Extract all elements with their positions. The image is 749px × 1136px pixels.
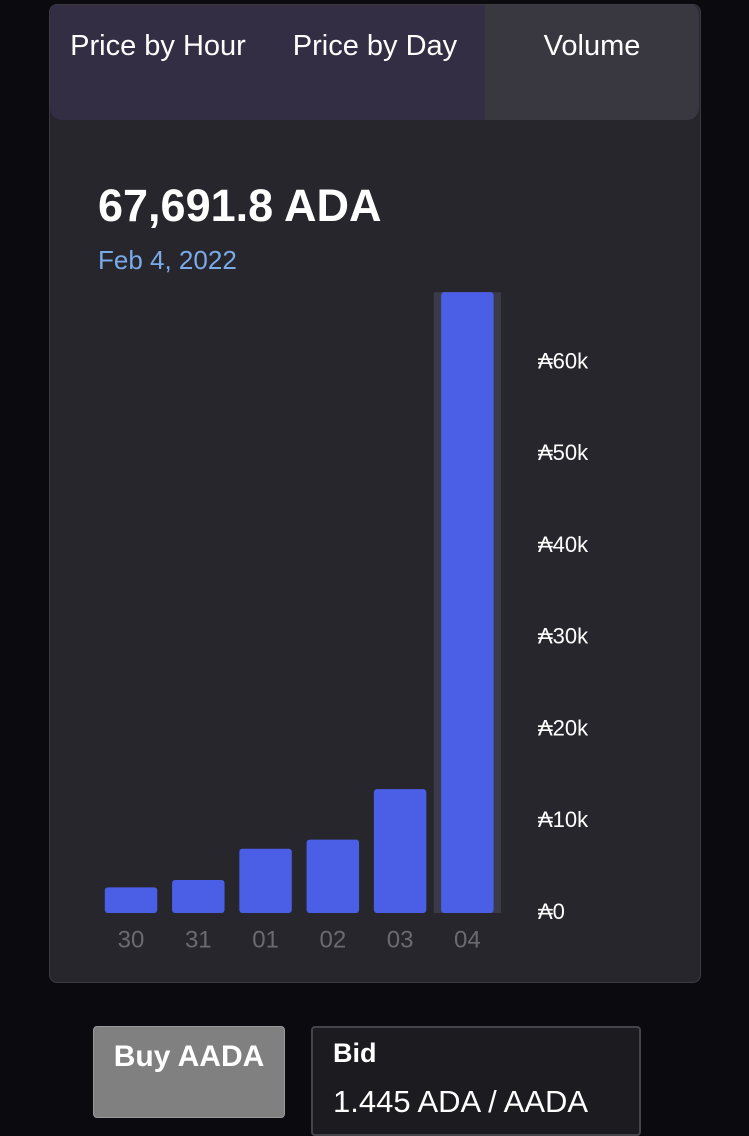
x-tick-label: 31 [185,926,212,953]
date: Feb 4, 2022 [98,245,237,275]
tab[interactable]: Price by Hour [70,30,246,62]
chart: ₳0 ₳10k ₳20k ₳30k ₳40k ₳50k ₳60k 30 31 01 02 03 04 [104,292,589,953]
x-tick-label: 01 [252,926,279,953]
y-tick-label: ₳10k [538,807,589,832]
y-tick-label: ₳40k [538,532,589,557]
bar [373,789,427,913]
tab-bar: Price by Hour Price by Day Volume [50,5,699,120]
bid-value: 1.445 ADA / AADA [333,1084,589,1119]
x-tick-label: 03 [387,926,414,953]
tab-selected[interactable]: Volume [485,5,699,120]
bar [306,839,360,913]
bid-box: Bid 1.445 ADA / AADA [311,1026,641,1136]
amount: 67,691.8 ADA [98,180,382,231]
buy-button[interactable]: Buy AADA [93,1026,285,1118]
y-tick-label: ₳20k [538,715,589,740]
x-tick-label: 30 [118,926,145,953]
bar [239,848,292,913]
x-tick-label: 04 [454,926,481,953]
x-tick-label: 02 [319,926,346,953]
y-tick-label: ₳30k [538,624,589,649]
bar [441,292,494,913]
y-tick-label: ₳60k [538,349,589,374]
bar [172,879,225,913]
y-tick-label: ₳50k [538,440,589,465]
bar [104,887,158,913]
y-tick-label: ₳0 [538,899,565,924]
tab[interactable]: Price by Day [292,30,458,62]
bid-label: Bid [333,1038,377,1068]
